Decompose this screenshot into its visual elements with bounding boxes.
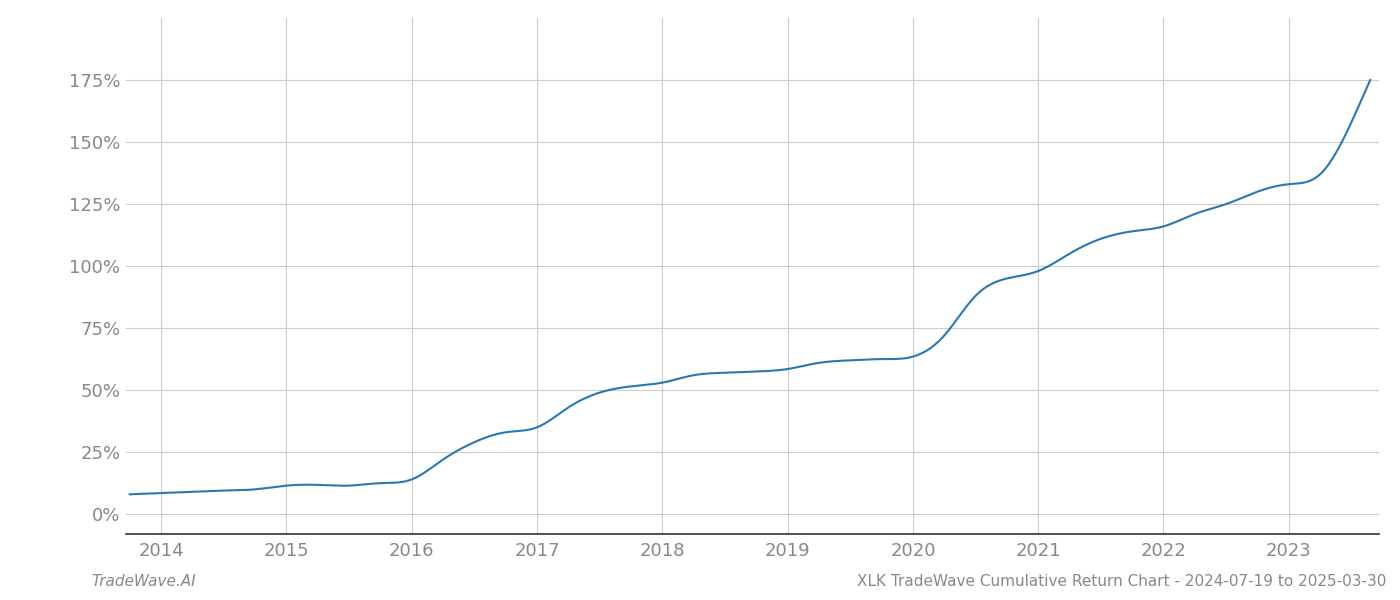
Text: TradeWave.AI: TradeWave.AI [91,574,196,589]
Text: XLK TradeWave Cumulative Return Chart - 2024-07-19 to 2025-03-30: XLK TradeWave Cumulative Return Chart - … [857,574,1386,589]
